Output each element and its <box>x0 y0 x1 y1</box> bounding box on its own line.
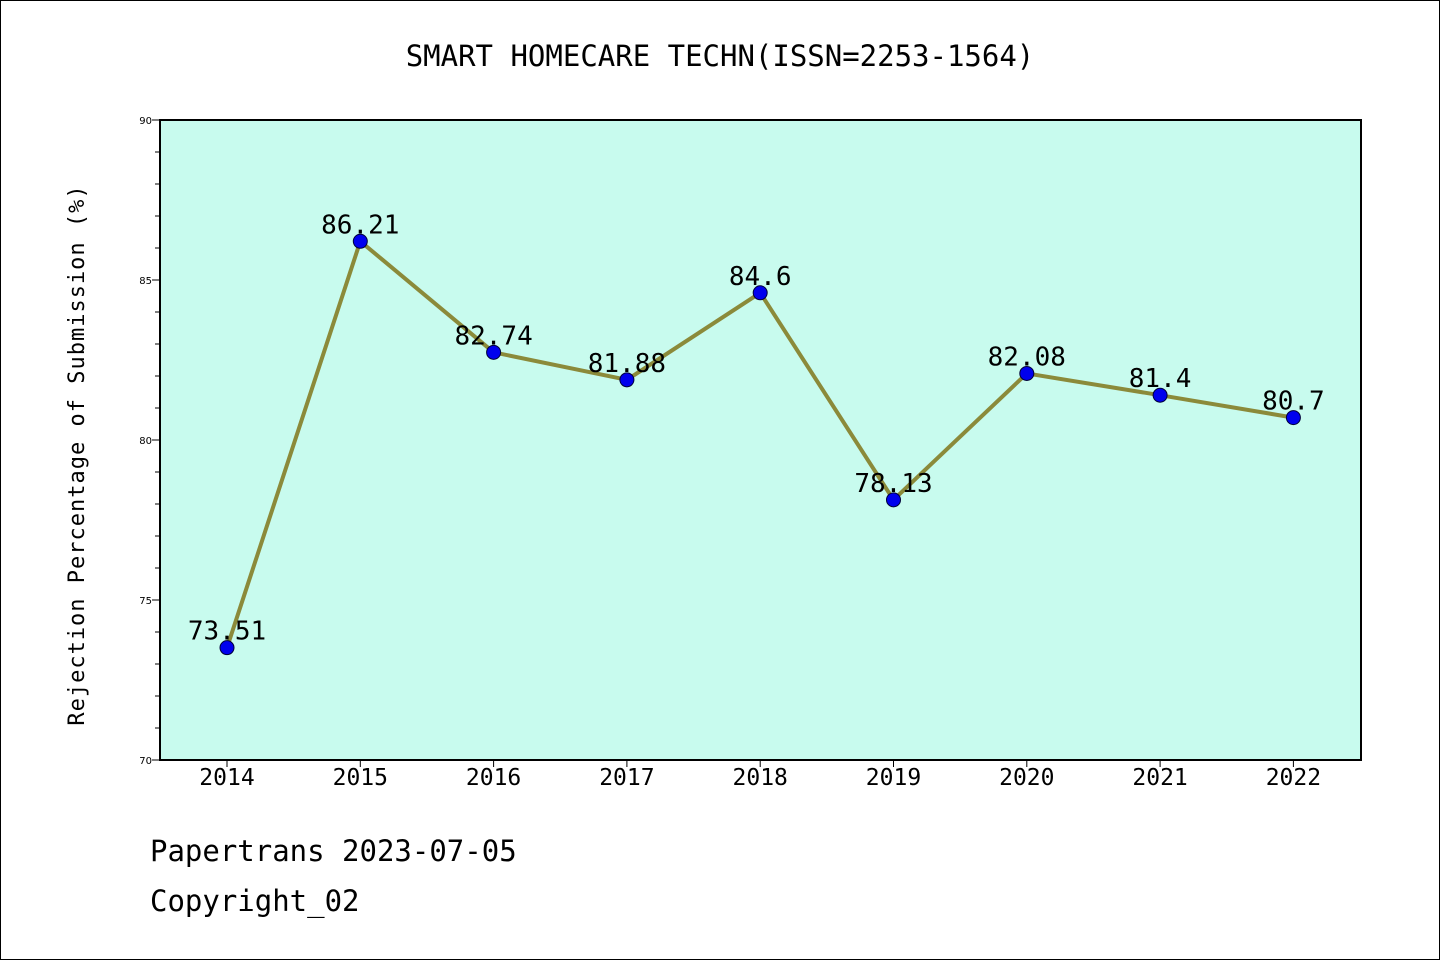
x-tick-label: 2017 <box>599 765 654 791</box>
y-tick-label: 80 <box>139 436 152 447</box>
plot-border <box>159 119 1362 761</box>
x-tick-label: 2019 <box>866 765 921 791</box>
data-label: 86.21 <box>321 210 399 240</box>
x-tick-label: 2022 <box>1266 765 1321 791</box>
data-label: 81.88 <box>588 349 666 379</box>
x-tick-label: 2015 <box>333 765 388 791</box>
data-label: 84.6 <box>729 262 792 292</box>
footer-copyright: Copyright_02 <box>150 884 360 918</box>
data-label: 78.13 <box>854 469 932 499</box>
data-point-marker <box>619 372 635 388</box>
data-point-marker <box>1285 410 1301 426</box>
data-label: 73.51 <box>188 617 266 647</box>
footer-date: Papertrans 2023-07-05 <box>150 834 517 868</box>
data-point-marker <box>219 640 235 656</box>
x-tick-label: 2021 <box>1132 765 1187 791</box>
x-axis: 2014 2015 2016 2017 2018 2019 2020 2021 2022 <box>199 760 1321 791</box>
x-tick-label: 2018 <box>733 765 788 791</box>
chart-title: SMART HOMECARE TECHN(ISSN=2253-1564) <box>406 39 1035 73</box>
data-label: 82.74 <box>454 321 532 351</box>
data-point-marker <box>352 233 368 249</box>
plot-area <box>160 120 1361 760</box>
x-tick-label: 2020 <box>999 765 1054 791</box>
data-point-marker <box>752 285 768 301</box>
data-point-marker <box>886 492 901 508</box>
data-markers <box>219 233 1301 656</box>
y-tick-label: 90 <box>139 116 152 127</box>
y-axis: 70 75 80 85 90 <box>139 116 160 767</box>
data-point-marker <box>1152 387 1168 403</box>
data-label: 80.7 <box>1262 387 1325 417</box>
y-tick-label: 70 <box>139 756 152 767</box>
y-axis-label: Rejection Percentage of Submission (%) <box>65 184 90 725</box>
data-labels: 73.51 86.21 82.74 81.88 84.6 78.13 82.08 81.4 80… <box>188 210 1325 646</box>
data-label: 81.4 <box>1129 364 1192 394</box>
data-label: 82.08 <box>988 342 1066 372</box>
x-tick-label: 2016 <box>466 765 521 791</box>
data-point-marker <box>486 344 502 360</box>
x-tick-label: 2014 <box>199 765 254 791</box>
y-tick-label: 75 <box>139 596 152 607</box>
y-tick-label: 85 <box>139 276 152 287</box>
data-point-marker <box>1019 365 1035 381</box>
